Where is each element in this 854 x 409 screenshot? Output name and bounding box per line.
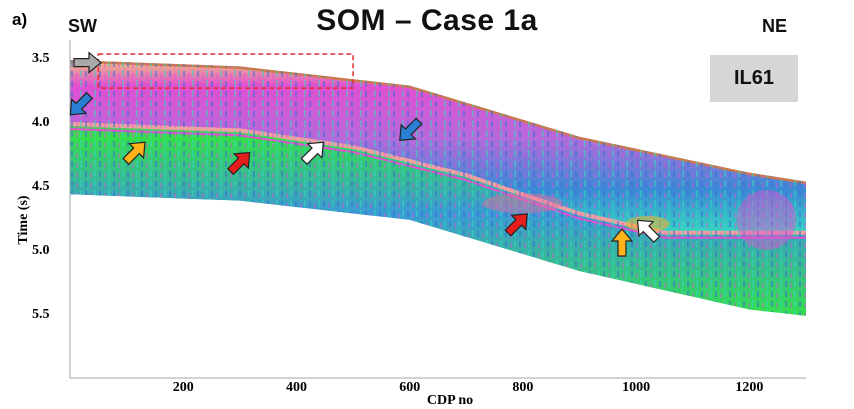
- x-tick-label: 1000: [622, 380, 651, 395]
- blue-arrow: [69, 91, 94, 116]
- amplitude-patch: [736, 190, 797, 250]
- orange-arrow-shape: [610, 228, 634, 257]
- direction-right-label: NE: [762, 16, 788, 36]
- orange-arrow: [610, 228, 634, 257]
- red-arrow-shape: [504, 213, 528, 237]
- y-tick-label: 5.5: [32, 307, 50, 322]
- inline-label-box: IL61: [710, 55, 798, 102]
- y-tick-label: 4.0: [32, 115, 50, 130]
- y-axis-label: Time (s): [16, 195, 31, 245]
- red-arrow: [226, 151, 251, 176]
- seismic-section: [70, 53, 806, 316]
- direction-left-label: SW: [68, 16, 97, 36]
- x-tick-label: 800: [512, 380, 534, 395]
- amplitude-patch: [482, 193, 563, 214]
- y-tick-label: 4.5: [32, 179, 50, 194]
- orange-arrow: [122, 141, 146, 166]
- blue-arrow-shape: [69, 91, 94, 116]
- white-arrow-shape: [636, 219, 661, 244]
- y-tick-label: 5.0: [32, 243, 50, 258]
- white-arrow-shape: [300, 141, 324, 166]
- highlight-box: [97, 53, 354, 89]
- white-arrow: [636, 219, 661, 244]
- red-arrow: [504, 213, 528, 237]
- gray-arrow: [73, 51, 102, 74]
- orange-arrow-shape: [122, 141, 146, 166]
- x-tick-label: 400: [285, 380, 307, 395]
- red-arrow-shape: [226, 151, 251, 176]
- axes: [69, 40, 806, 379]
- x-tick-label: 200: [172, 380, 194, 395]
- blue-arrow-shape: [399, 117, 423, 141]
- inline-label: IL61: [733, 67, 775, 89]
- y-tick-label: 3.5: [32, 51, 50, 66]
- chart-title: SOM – Case 1a: [316, 4, 538, 37]
- annotation-arrows: [69, 51, 661, 257]
- x-tick-label: 1200: [735, 380, 764, 395]
- panel-label: a): [12, 10, 28, 29]
- section-texture: [70, 60, 806, 316]
- gray-arrow-shape: [73, 51, 102, 74]
- white-arrow: [300, 141, 324, 166]
- blue-arrow: [399, 117, 423, 141]
- x-tick-label: 600: [399, 380, 421, 395]
